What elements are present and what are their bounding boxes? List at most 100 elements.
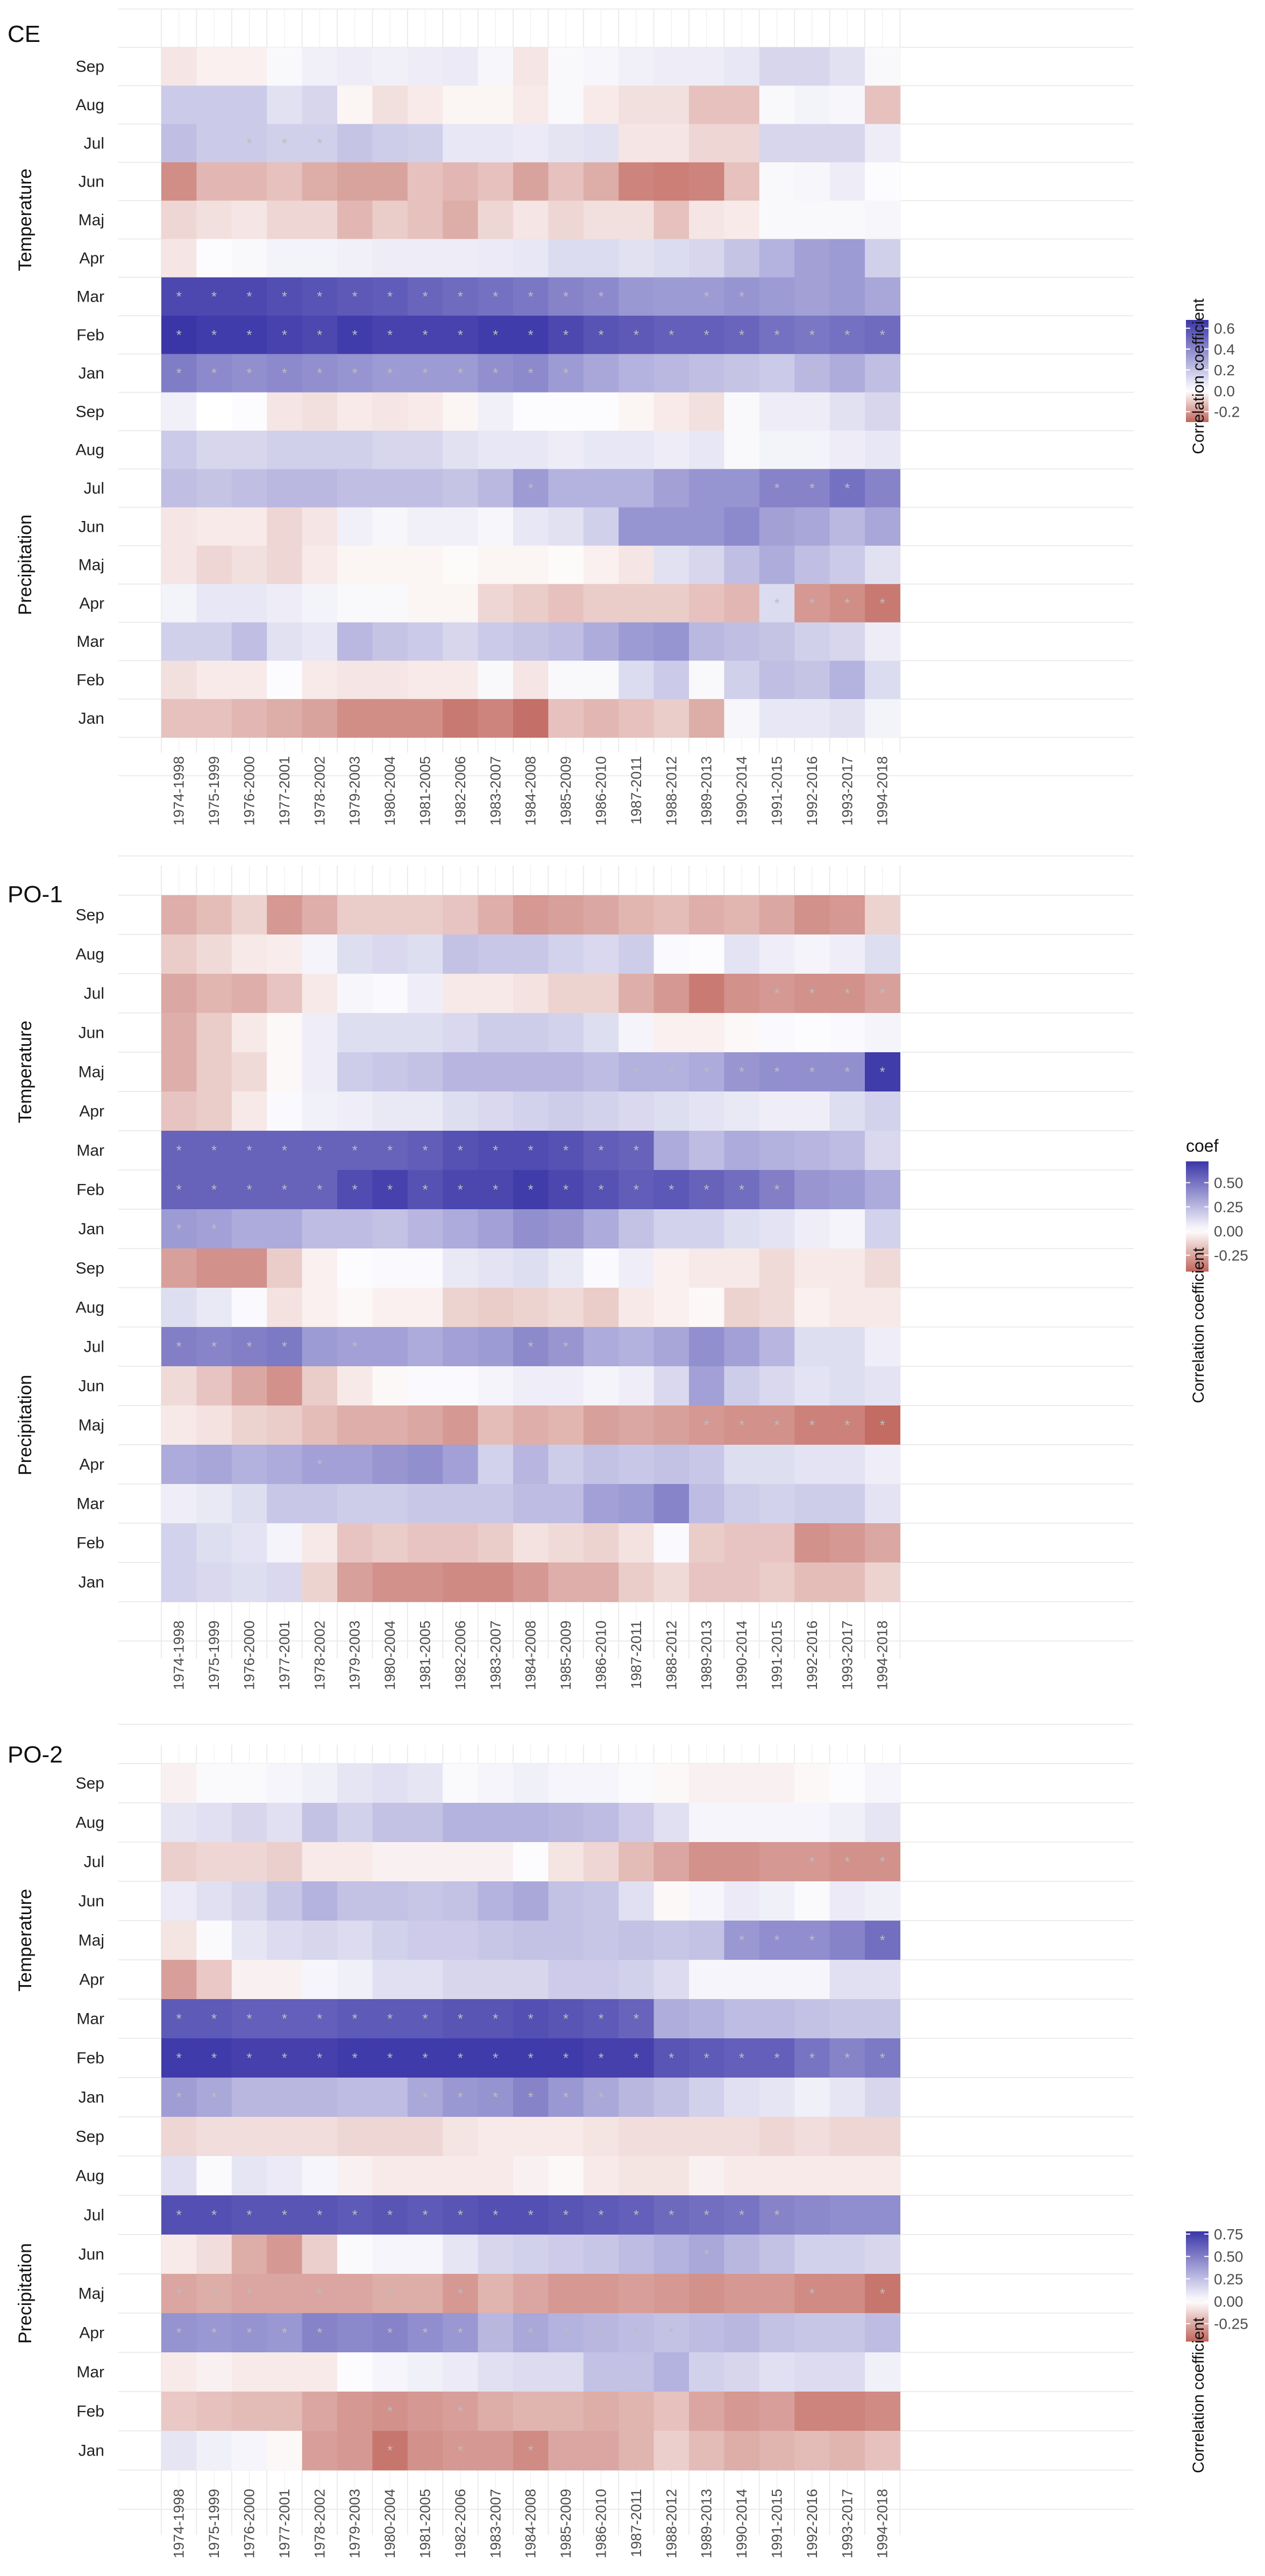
heatmap-cell [794,316,830,354]
heatmap-cell [865,1405,900,1445]
x-tick-label: 1981-2005 [417,1621,433,1690]
heatmap-cell [583,1842,619,1882]
significance-marker: * [282,135,287,151]
heatmap-cell [619,1248,655,1288]
significance-marker: * [246,1143,252,1159]
heatmap-cell [231,2392,267,2431]
heatmap-cell [231,85,267,125]
heatmap-cell [478,2038,514,2078]
y-tick-label: Maj [79,2285,104,2303]
heatmap-cell [865,1013,900,1053]
heatmap-cell [196,1562,232,1602]
heatmap-cell [583,1366,619,1406]
heatmap-cell [653,584,690,623]
heatmap-cell [759,469,795,508]
heatmap-cell [231,2038,267,2078]
heatmap-cell [407,2117,443,2157]
heatmap-cell [407,1764,443,1803]
significance-marker: * [844,1417,850,1433]
significance-marker: * [458,2325,463,2341]
significance-marker: * [246,2050,252,2066]
heatmap-cell [513,1327,549,1367]
significance-marker: * [493,365,498,381]
heatmap-cell [513,2078,549,2117]
colorbar [1186,1161,1209,1272]
heatmap-cell [372,545,408,584]
heatmap-cell [759,622,795,661]
heatmap-cell [443,2313,479,2353]
panel-po-1: * * * ** * * * * * * ** * * * * * * * * * * * * ** * * * * * * * * * * * * *… [8,855,1248,1690]
heatmap-cell [407,1131,443,1171]
heatmap-cell [865,1803,900,1843]
heatmap-cell [865,85,900,125]
heatmap-cell [583,316,619,354]
significance-marker: * [704,1064,709,1080]
y-tick-labels: SepAugJulJunMajAprMarFebJanSepAugJulJunM… [76,907,104,1592]
y-tick-label: Apr [79,595,104,612]
x-tick-label: 1990-2014 [734,1621,750,1690]
significance-marker: * [317,1143,322,1159]
heatmap-cell [724,47,760,86]
heatmap-cell [161,545,197,584]
heatmap-cell [513,85,549,125]
significance-marker: * [493,2089,498,2106]
heatmap-cell [548,507,584,546]
significance-marker: * [458,2403,463,2420]
significance-marker: * [458,2207,463,2223]
heatmap-cell [161,469,197,508]
x-tick-label: 1991-2015 [769,1621,785,1690]
heatmap-cell [231,2352,267,2392]
heatmap-cell [513,1484,549,1524]
heatmap-cell [724,1366,760,1406]
heatmap-cell [161,2431,197,2471]
heatmap-cell [865,507,900,546]
heatmap-cell [794,354,830,393]
significance-marker: * [387,2325,393,2341]
x-tick-label: 1977-2001 [276,2489,293,2558]
y-tick-label: Aug [76,2167,104,2185]
heatmap-cell [513,507,549,546]
significance-markers: ****************************************… [176,986,885,1473]
heatmap-cell [443,2352,479,2392]
heatmap-cell [161,392,197,431]
y-tick-label: Sep [76,58,104,76]
heatmap-cell [478,1209,514,1249]
heatmap-cell [865,201,900,240]
heatmap-cell [689,2274,724,2314]
heatmap-cell [759,2195,795,2235]
heatmap-cell [548,622,584,661]
heatmap-cell [337,201,373,240]
heatmap-cell [794,431,830,469]
heatmap-cell [302,1013,338,1053]
heatmap-cell [865,1999,900,2039]
heatmap-cell [653,1562,690,1602]
heatmap-cell [513,47,549,86]
heatmap-cell [231,2313,267,2353]
colorbar-tick-label: 0.50 [1214,1175,1243,1191]
heatmap-cell [231,316,267,354]
significance-marker: * [352,1143,358,1159]
heatmap-cell [794,545,830,584]
heatmap-cell [865,1366,900,1406]
heatmap-cell [372,1764,408,1803]
significance-marker: * [422,2011,428,2027]
heatmap-cell [407,2352,443,2392]
heatmap-cells [161,895,900,1602]
significance-marker: * [176,288,182,304]
heatmap-cell [161,2195,197,2235]
heatmap-cell [583,1881,619,1921]
heatmap-cell [513,895,549,935]
heatmap-cell [794,1881,830,1921]
heatmap-cell [267,1921,303,1960]
heatmap-cell [231,239,267,278]
heatmap-cell [619,507,655,546]
heatmap-cell [689,354,724,393]
heatmap-cell [161,162,197,201]
heatmap-cell [653,1170,690,1210]
heatmap-cell [865,2274,900,2314]
heatmap-cell [407,124,443,163]
significance-marker: * [809,2050,815,2066]
heatmap-cell [619,1052,655,1092]
heatmap-cell [513,545,549,584]
heatmap-cell [267,934,303,974]
